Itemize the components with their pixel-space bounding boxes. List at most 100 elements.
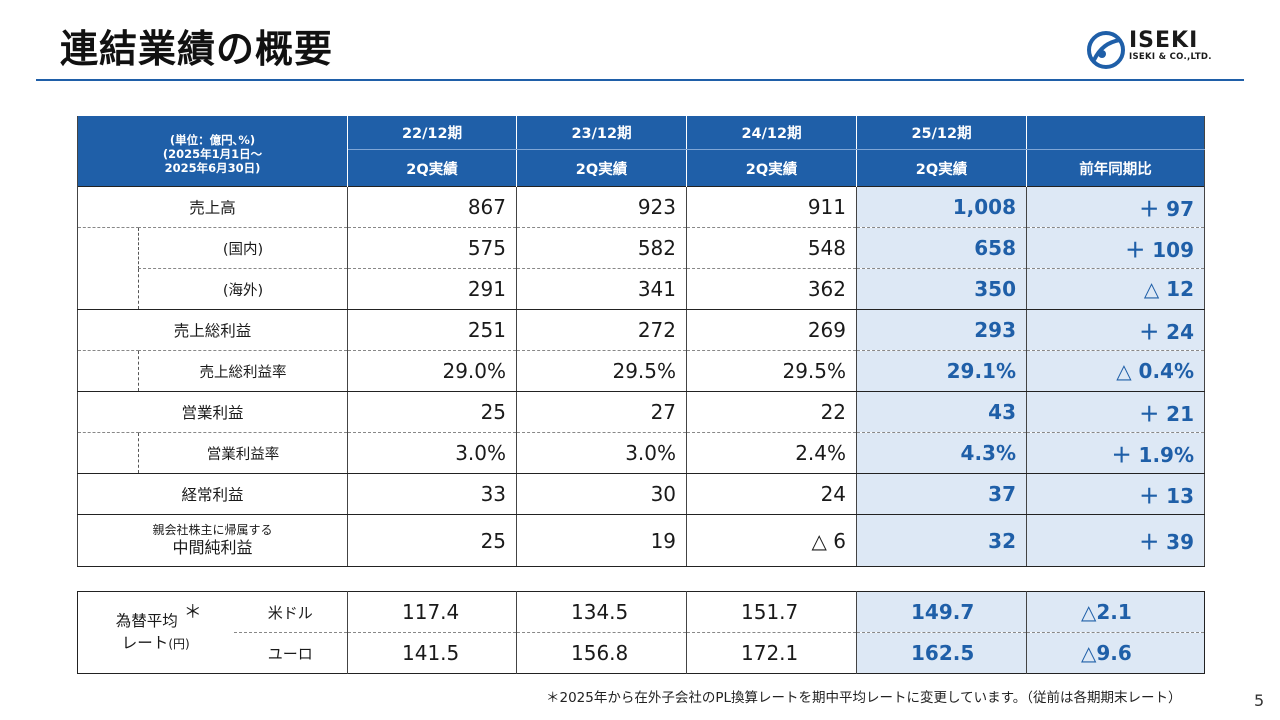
- row-label: 営業利益率: [137, 432, 349, 474]
- unit-line-2: (2025年1月1日～: [162, 147, 263, 161]
- yoy-cell: ＋ 1.9%: [1026, 432, 1206, 474]
- row-label: 売上高: [76, 186, 349, 228]
- footnote: ＊2025年から在外子会社のPL換算レートを期中平均レートに変更しています。（従…: [546, 690, 1182, 706]
- yoy-cell: ＋ 97: [1026, 186, 1206, 228]
- row-label-small: 親会社株主に帰属する: [152, 523, 273, 537]
- value-cell: 27: [516, 391, 688, 433]
- value-cell: 29.0%: [347, 350, 518, 392]
- value-cell: 362: [686, 268, 858, 310]
- results-table: (単位：億円､%) (2025年1月1日～ 2025年6月30日) 22/12期…: [76, 116, 1206, 567]
- fx-value-cell: 156.8: [516, 632, 687, 674]
- value-cell: 548: [686, 227, 858, 269]
- value-cell: 29.5%: [516, 350, 688, 392]
- value-cell: 2.4%: [686, 432, 858, 474]
- row-label: 営業利益: [76, 391, 349, 433]
- value-cell: 19: [516, 514, 688, 567]
- logo-subtext: ISEKI & CO.,LTD.: [1129, 52, 1212, 62]
- fx-current-value-cell: 149.7: [856, 591, 1027, 633]
- table-row: 親会社株主に帰属する 中間純利益 25 19 △ 6 32 ＋ 39: [76, 514, 1206, 567]
- value-cell: 3.0%: [516, 432, 688, 474]
- value-cell: 269: [686, 309, 858, 351]
- yoy-cell: ＋ 39: [1026, 514, 1206, 567]
- current-value-cell: 29.1%: [856, 350, 1028, 392]
- fx-label-line-1: 為替平均: [115, 612, 178, 630]
- current-value-cell: 4.3%: [856, 432, 1028, 474]
- subperiod-header: 2Q実績: [347, 149, 518, 187]
- current-value-cell: 1,008: [856, 186, 1028, 228]
- value-cell: 24: [686, 473, 858, 515]
- current-value-cell: 350: [856, 268, 1028, 310]
- fx-current-value-cell: 162.5: [856, 632, 1027, 674]
- subperiod-header: 2Q実績: [856, 149, 1028, 187]
- value-cell: 25: [347, 514, 518, 567]
- current-value-cell: 43: [856, 391, 1028, 433]
- empty-header-cell: [1026, 116, 1206, 150]
- table-row: 売上総利益率 29.0% 29.5% 29.5% 29.1% △ 0.4%: [77, 350, 1206, 392]
- yoy-cell: △ 12: [1026, 268, 1206, 310]
- period-header: 22/12期: [347, 116, 518, 150]
- current-value-cell: 293: [856, 309, 1028, 351]
- value-cell: 575: [347, 227, 518, 269]
- page-number: 5: [1254, 691, 1265, 710]
- indent-spacer: [77, 432, 139, 474]
- table-row: (国内) 575 582 548 658 ＋ 109: [77, 227, 1206, 269]
- header-row-bottom: 2Q実績 2Q実績 2Q実績 2Q実績 前年同期比: [78, 149, 1206, 187]
- row-label: 売上総利益率: [137, 350, 349, 392]
- fx-yoy-cell: △9.6: [1026, 632, 1205, 674]
- value-cell: 29.5%: [686, 350, 858, 392]
- fx-asterisk: ＊: [183, 602, 202, 623]
- indent-spacer: [77, 268, 139, 310]
- value-cell: 3.0%: [347, 432, 518, 474]
- row-label: 中間純利益: [172, 538, 253, 557]
- row-label: 経常利益: [76, 473, 349, 515]
- row-label: 売上総利益: [76, 309, 349, 351]
- yoy-cell: ＋ 21: [1026, 391, 1206, 433]
- fx-value-cell: 134.5: [516, 591, 687, 633]
- fx-value-cell: 172.1: [686, 632, 857, 674]
- period-header: 25/12期: [856, 116, 1028, 150]
- iseki-logo-icon: [1087, 31, 1125, 69]
- unit-line-3: 2025年6月30日): [164, 161, 261, 175]
- yoy-header: 前年同期比: [1026, 149, 1206, 187]
- yoy-cell: ＋ 13: [1026, 473, 1206, 515]
- current-value-cell: 37: [856, 473, 1028, 515]
- value-cell: 30: [516, 473, 688, 515]
- value-cell: 867: [347, 186, 518, 228]
- iseki-logo: ISEKI ISEKI & CO.,LTD.: [1086, 28, 1226, 70]
- indent-spacer: [77, 227, 139, 269]
- fx-label-cell: 為替平均 ＊ レート(円): [78, 592, 234, 674]
- table-row: 売上高 867 923 911 1,008 ＋ 97: [76, 186, 1206, 228]
- unit-header-cell: (単位：億円､%) (2025年1月1日～ 2025年6月30日): [76, 116, 349, 187]
- row-label: (海外): [137, 268, 349, 310]
- fx-label-unit: (円): [168, 637, 190, 651]
- current-value-cell: 658: [856, 227, 1028, 269]
- logo-word: ISEKI: [1129, 28, 1199, 53]
- value-cell: 22: [686, 391, 858, 433]
- title-divider: [36, 79, 1244, 81]
- header-row-top: (単位：億円､%) (2025年1月1日～ 2025年6月30日) 22/12期…: [76, 116, 1206, 187]
- fx-rate-table: 為替平均 ＊ レート(円) 米ドル 117.4 134.5 151.7 149.7…: [77, 591, 1205, 674]
- value-cell: 911: [686, 186, 858, 228]
- value-cell: 341: [516, 268, 688, 310]
- fx-row: 為替平均 ＊ レート(円) 米ドル 117.4 134.5 151.7 149.7…: [78, 591, 1205, 652]
- yoy-cell: △ 0.4%: [1026, 350, 1206, 392]
- value-cell: 25: [347, 391, 518, 433]
- table-row: 営業利益 25 27 22 43 ＋ 21: [76, 391, 1206, 433]
- fx-yoy-cell: △2.1: [1026, 591, 1205, 633]
- currency-label: ユーロ: [267, 644, 313, 663]
- value-cell: 251: [347, 309, 518, 351]
- subperiod-header: 2Q実績: [686, 149, 858, 187]
- row-label: (国内): [137, 227, 349, 269]
- value-cell: 291: [347, 268, 518, 310]
- current-value-cell: 32: [856, 514, 1028, 567]
- fx-row: ユーロ 141.5 156.8 172.1 162.5 △9.6: [78, 632, 1205, 674]
- table-row: 売上総利益 251 272 269 293 ＋ 24: [76, 309, 1206, 351]
- page-title: 連結業績の概要: [60, 27, 334, 71]
- value-cell: 272: [516, 309, 688, 351]
- yoy-cell: ＋ 24: [1026, 309, 1206, 351]
- period-header: 24/12期: [686, 116, 858, 150]
- indent-spacer: [77, 350, 139, 392]
- value-cell: △ 6: [686, 514, 858, 567]
- table-row: 営業利益率 3.0% 3.0% 2.4% 4.3% ＋ 1.9%: [77, 432, 1206, 474]
- fx-value-cell: 151.7: [686, 591, 857, 633]
